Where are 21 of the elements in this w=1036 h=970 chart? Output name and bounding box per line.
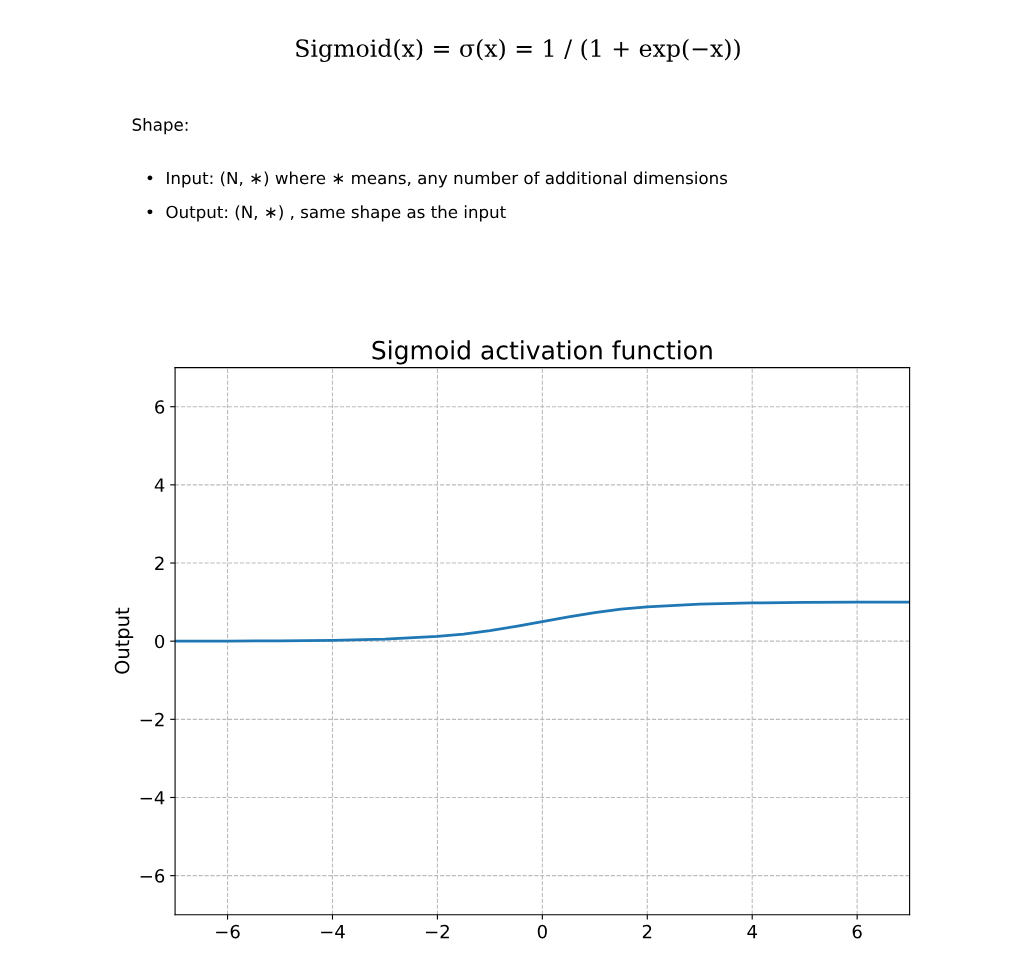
chart-title: Sigmoid activation function [372,340,712,365]
y-tick-label: 0 [155,634,165,649]
x-tick-label: −2 [426,924,449,939]
text: • Input: (N, ∗) where ∗ means, any number of additional dimensions [147,171,728,188]
x-tick-label: −6 [216,924,240,939]
text: Sigmoid(x) = σ(x) = 1 / (1 + exp(−x)) [296,38,740,63]
x-tick-label: 4 [747,924,757,939]
x-tick-label: 0 [537,924,547,939]
y-tick-label: 2 [155,556,164,570]
x-tick-label: −4 [321,924,345,939]
text: • Output: (N, ∗) , same shape as the input [147,205,506,222]
x-tick-label: 2 [642,924,652,939]
y-tick-label: −6 [140,869,165,883]
line-series [175,600,910,643]
x-tick-label: 6 [852,924,862,939]
text: Shape: [132,118,188,135]
y-tick-label: 4 [154,478,165,492]
y-tick-label: −4 [140,791,165,805]
y-tick-label: −2 [140,712,164,727]
y-axis-title: Output [114,607,134,674]
y-tick-label: 6 [155,400,165,414]
